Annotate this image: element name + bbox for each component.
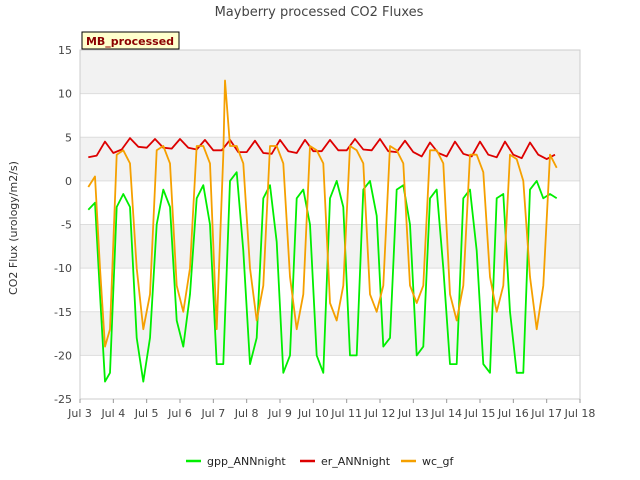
x-tick-label: Jul 11 — [330, 407, 362, 420]
x-tick-label: Jul 6 — [167, 407, 192, 420]
x-tick-label: Jul 17 — [530, 407, 562, 420]
legend-label-er_ANNnight: er_ANNnight — [321, 455, 391, 468]
y-tick-label: -10 — [54, 262, 72, 275]
x-tick-label: Jul 14 — [430, 407, 462, 420]
y-tick-label: 15 — [58, 44, 72, 57]
series-line-er_ANNnight — [88, 137, 556, 161]
x-tick-label: Jul 10 — [297, 407, 329, 420]
chart-title: Mayberry processed CO2 Fluxes — [215, 5, 424, 20]
x-tick-labels: Jul 3 Jul 4 Jul 5 Jul 6 Jul 7 Jul 8 Jul 9 Jul 1… — [67, 399, 595, 420]
x-tick-label: Jul 8 — [234, 407, 259, 420]
grid-band — [80, 224, 580, 269]
grid-band — [80, 50, 580, 94]
series-layer — [87, 79, 558, 383]
y-tick-label: 0 — [65, 175, 72, 188]
x-tick-label: Jul 7 — [200, 407, 225, 420]
series-line-gpp_ANNnight — [87, 171, 558, 383]
y-tick-label: -5 — [61, 219, 72, 232]
plot-frame — [79, 49, 581, 400]
y-tick-label: -15 — [54, 306, 72, 319]
x-tick-label: Jul 15 — [464, 407, 496, 420]
badge-box — [81, 31, 180, 50]
y-tick-label: 10 — [58, 88, 72, 101]
legend: gpp_ANNnight er_ANNnight wc_gf — [186, 455, 455, 468]
band-layer — [80, 50, 580, 356]
y-tick-label: -25 — [54, 393, 72, 406]
x-tick-label: Jul 9 — [267, 407, 292, 420]
series-line-wc_gf — [87, 79, 558, 348]
y-axis-title: CO2 Flux (urology/m2/s) — [7, 161, 20, 295]
x-tick-label: Jul 13 — [397, 407, 429, 420]
y-tick-label: 5 — [65, 131, 72, 144]
legend-label-wc_gf: wc_gf — [422, 455, 455, 468]
y-tick-labels: 15 10 5 0 -5 -10 -15 -20 -25 — [54, 44, 72, 406]
legend-label-gpp_ANNnight: gpp_ANNnight — [207, 455, 286, 468]
y-tick-label: -20 — [54, 349, 72, 362]
badge-label: MB_processed — [86, 35, 174, 48]
mb-processed-badge: MB_processed — [81, 31, 180, 50]
x-tick-label: Jul 12 — [364, 407, 396, 420]
grid-band — [80, 137, 580, 181]
x-tick-label: Jul 3 — [67, 407, 92, 420]
x-tick-label: Jul 16 — [497, 407, 529, 420]
x-tick-label: Jul 4 — [100, 407, 125, 420]
x-tick-label: Jul 18 — [564, 407, 596, 420]
x-tick-label: Jul 5 — [134, 407, 159, 420]
grid-band — [80, 311, 580, 356]
